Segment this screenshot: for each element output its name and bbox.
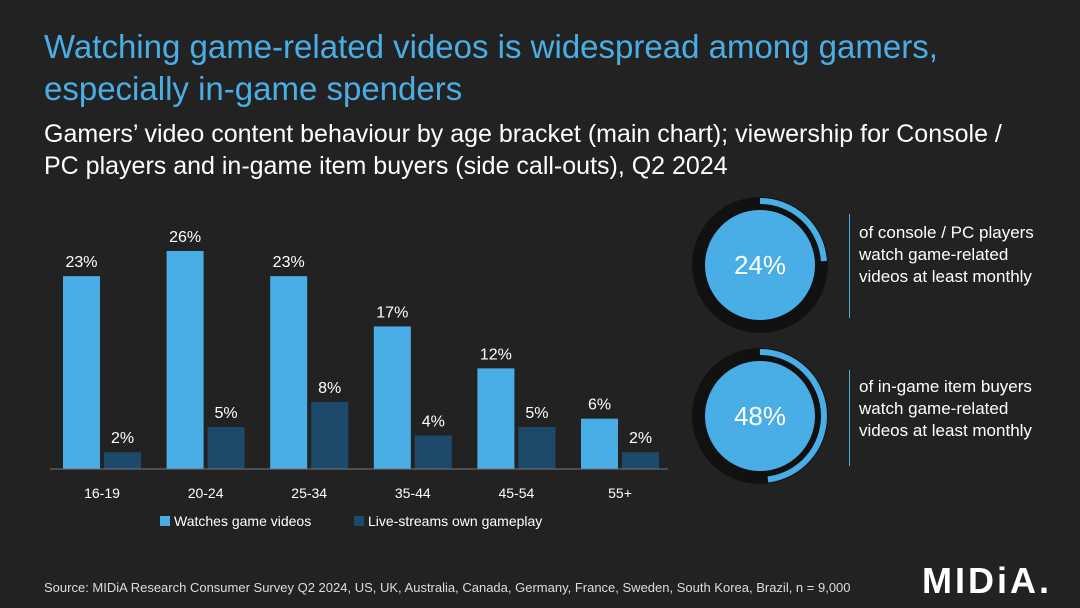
bar-livestreams-55+ [622,452,659,469]
callout-text-2: of in-game item buyers watch game-relate… [859,377,1032,440]
callout-value-2: 48% [734,401,786,431]
x-tick-label-25-34: 25-34 [291,485,327,501]
bar-watches-16-19 [63,276,100,469]
callout-disc-1 [705,210,815,320]
callout-divider-1 [849,214,850,318]
midia-logo: MIDiA. [922,560,1052,601]
callout-ring-progress-1 [693,198,827,332]
bar-livestreams-20-24 [207,427,245,469]
data-label-livestreams-55+: 2% [629,430,652,447]
page-title: Watching game-related videos is widespre… [44,28,938,107]
data-label-livestreams-25-34: 8% [318,380,341,397]
data-label-watches-45-54: 12% [480,346,512,363]
callout-disc-2 [705,361,815,471]
bar-livestreams-45-54 [518,427,556,469]
legend-swatch-watches [160,516,170,526]
bar-livestreams-25-34 [311,401,349,469]
x-tick-label-20-24: 20-24 [188,485,224,501]
bar-watches-20-24 [166,251,204,469]
bar-livestreams-35-44 [414,435,452,469]
data-label-watches-55+: 6% [588,397,611,414]
x-tick-label-45-54: 45-54 [498,485,534,501]
callout-value-1: 24% [734,250,786,280]
page-subtitle: Gamers’ video content behaviour by age b… [44,120,1002,180]
bar-watches-25-34 [270,276,308,469]
x-tick-label-55+: 55+ [608,485,632,501]
x-tick-label-16-19: 16-19 [84,485,120,501]
data-label-watches-25-34: 23% [273,254,305,271]
bar-watches-45-54 [477,368,515,469]
bar-watches-35-44 [373,326,411,469]
data-label-livestreams-45-54: 5% [525,405,548,422]
callout-divider-2 [849,370,850,466]
data-label-watches-20-24: 26% [169,229,201,246]
source-note: Source: MIDiA Research Consumer Survey Q… [44,580,851,595]
callout-text-1: of console / PC players watch game-relat… [859,223,1034,286]
bar-chart: 23% 2% 16-19 26% 5% 20-24 23% 8% 25-34 17% 4% 35-44… [50,197,828,529]
x-tick-label-35-44: 35-44 [395,485,431,501]
data-label-livestreams-16-19: 2% [111,430,134,447]
callout-ring-progress-2 [693,349,827,483]
data-label-livestreams-35-44: 4% [422,413,445,430]
data-label-livestreams-20-24: 5% [215,405,238,422]
legend-label-watches: Watches game videos [174,513,311,529]
data-label-watches-16-19: 23% [65,254,97,271]
data-label-watches-35-44: 17% [376,304,408,321]
legend-swatch-livestreams [354,516,364,526]
bar-livestreams-16-19 [104,452,141,469]
legend-label-livestreams: Live-streams own gameplay [368,513,542,529]
bar-watches-55+ [581,418,618,469]
